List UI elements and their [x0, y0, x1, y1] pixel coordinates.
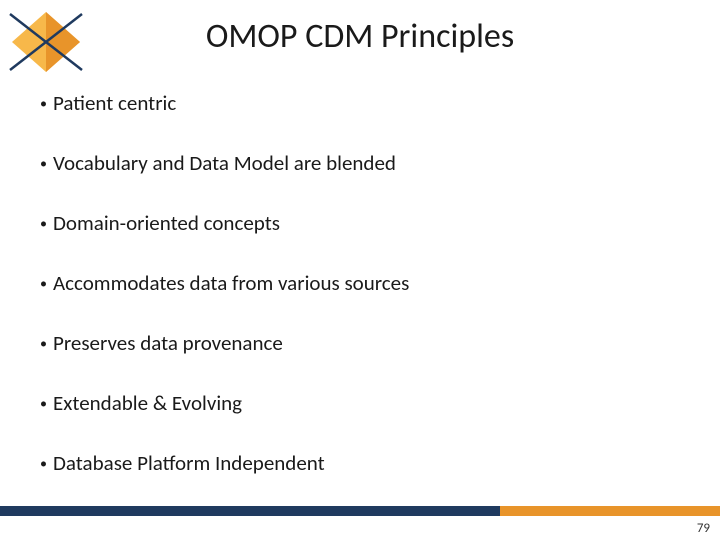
bullet-icon: •	[40, 337, 47, 351]
bullet-icon: •	[40, 217, 47, 231]
bullet-text: Extendable & Evolving	[53, 390, 242, 416]
bullet-text: Vocabulary and Data Model are blended	[53, 150, 396, 176]
list-item: • Domain-oriented concepts	[40, 210, 680, 236]
bullet-icon: •	[40, 97, 47, 111]
bullet-icon: •	[40, 397, 47, 411]
bullet-icon: •	[40, 277, 47, 291]
list-item: • Accommodates data from various sources	[40, 270, 680, 296]
footer-bar-blue	[0, 506, 500, 516]
footer-bar-orange	[500, 506, 720, 516]
bullet-list: • Patient centric • Vocabulary and Data …	[40, 90, 680, 510]
bullet-text: Accommodates data from various sources	[53, 270, 409, 296]
list-item: • Database Platform Independent	[40, 450, 680, 476]
bullet-icon: •	[40, 157, 47, 171]
list-item: • Vocabulary and Data Model are blended	[40, 150, 680, 176]
page-number: 79	[697, 521, 710, 536]
bullet-text: Database Platform Independent	[53, 450, 325, 476]
bullet-text: Preserves data provenance	[53, 330, 283, 356]
bullet-text: Domain-oriented concepts	[53, 210, 280, 236]
footer-divider	[0, 506, 720, 516]
list-item: • Extendable & Evolving	[40, 390, 680, 416]
bullet-icon: •	[40, 457, 47, 471]
bullet-text: Patient centric	[53, 90, 176, 116]
list-item: • Preserves data provenance	[40, 330, 680, 356]
slide-title: OMOP CDM Principles	[0, 16, 720, 57]
list-item: • Patient centric	[40, 90, 680, 116]
